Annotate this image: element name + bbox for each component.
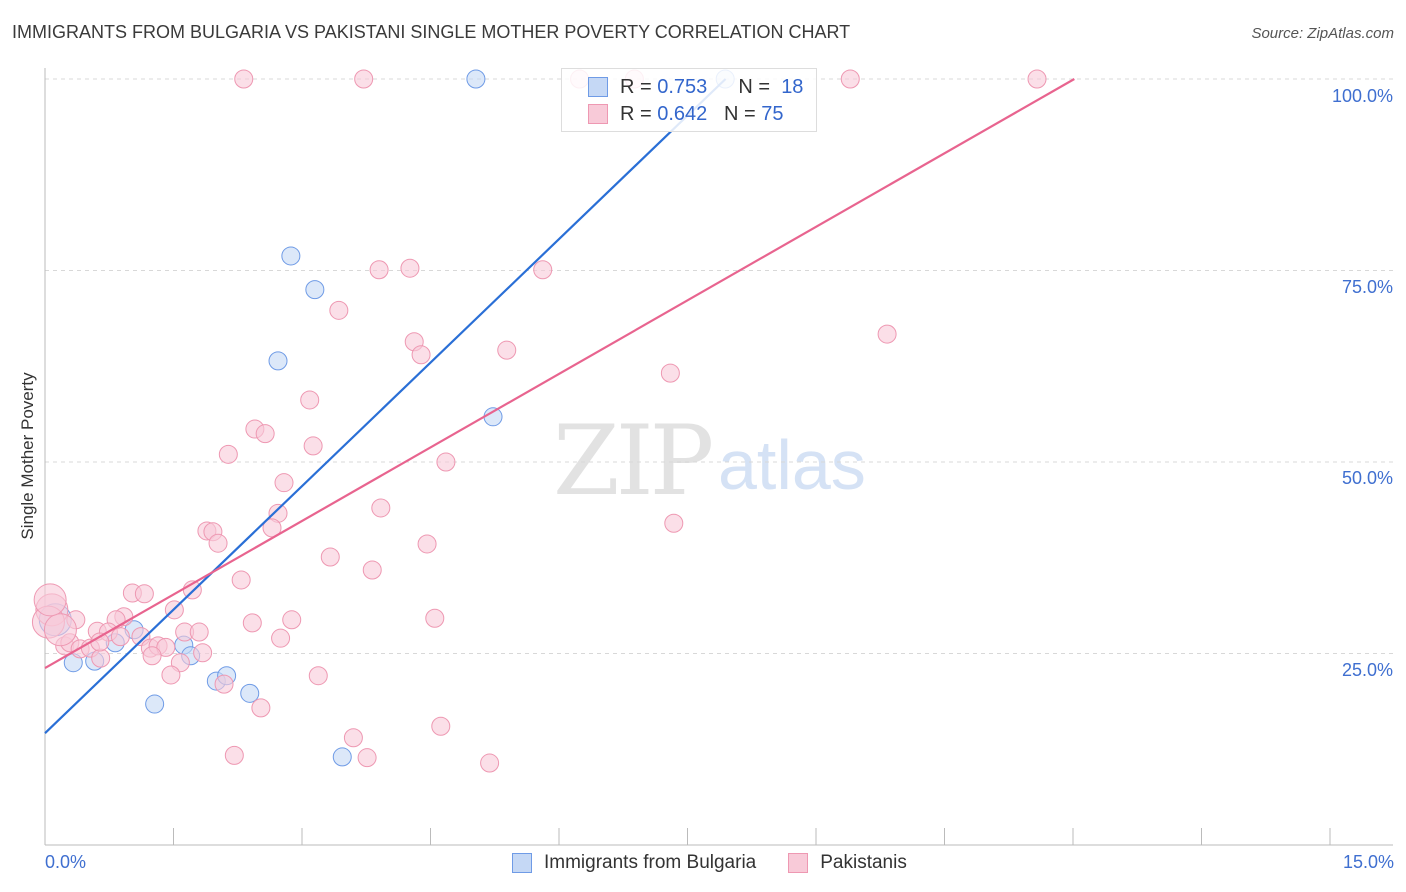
- n-value: 75: [761, 102, 784, 125]
- legend-label-bulgaria: Immigrants from Bulgaria: [544, 852, 757, 873]
- n-label: N =: [723, 102, 756, 125]
- bulgaria-trend-line: [44, 78, 727, 734]
- x-tick-label-max: 15.0%: [1342, 852, 1394, 872]
- pakistanis-point: [208, 533, 228, 553]
- pakistanis-point: [400, 258, 420, 278]
- pakistanis-point: [33, 583, 67, 617]
- bulgaria-point: [240, 683, 260, 703]
- pakistanis-point: [251, 698, 271, 718]
- pakistanis-point: [877, 324, 897, 344]
- pakistanis-point: [271, 628, 291, 648]
- pakistanis-point: [840, 69, 860, 89]
- pakistanis-point: [218, 444, 238, 464]
- pakistanis-point: [224, 745, 244, 765]
- pakistanis-point: [189, 622, 209, 642]
- pakistanis-point: [110, 627, 130, 647]
- pakistanis-point: [242, 613, 262, 633]
- watermark-logo-atlas: atlas: [718, 426, 866, 504]
- pakistanis-point: [255, 424, 275, 444]
- bulgaria-point: [305, 280, 325, 300]
- stats-legend: R = 0.753 N = 18 R = 0.642 N = 75: [561, 68, 817, 132]
- source-label: Source: ZipAtlas.com: [1251, 25, 1394, 42]
- pakistanis-point: [274, 473, 294, 493]
- pakistanis-point: [134, 584, 154, 604]
- y-tick-label-75: 75.0%: [1341, 277, 1393, 297]
- pakistanis-point: [308, 666, 328, 686]
- pakistanis-point: [411, 345, 431, 365]
- pakistanis-point: [1027, 69, 1047, 89]
- chart-title: IMMIGRANTS FROM BULGARIA VS PAKISTANI SI…: [12, 22, 851, 42]
- r-value: 0.753: [657, 75, 708, 98]
- bulgaria-point: [145, 694, 165, 714]
- r-label: R =: [620, 75, 652, 98]
- pakistanis-point: [142, 646, 162, 666]
- bulgaria-point: [281, 246, 301, 266]
- pink-swatch-icon: [788, 853, 809, 873]
- pakistanis-point: [371, 498, 391, 518]
- bulgaria-point: [332, 747, 352, 767]
- pakistanis-point: [43, 613, 77, 647]
- pakistanis-point: [431, 716, 451, 736]
- pakistanis-point: [362, 560, 382, 580]
- legend-row-bulgaria: R = 0.753 N = 18: [588, 74, 803, 100]
- pakistanis-trend-line: [44, 78, 1075, 670]
- bulgaria-point: [466, 69, 486, 89]
- pakistanis-point: [161, 665, 181, 685]
- blue-swatch-icon: [588, 77, 608, 97]
- pakistanis-point: [533, 260, 553, 280]
- pakistanis-point: [91, 648, 111, 668]
- pakistanis-point: [417, 534, 437, 554]
- legend-label-pakistanis: Pakistanis: [820, 852, 907, 873]
- pakistanis-point: [234, 69, 254, 89]
- y-tick-label-25: 25.0%: [1341, 660, 1393, 680]
- pakistanis-point: [436, 452, 456, 472]
- r-label: R =: [620, 102, 652, 125]
- pakistanis-point: [214, 674, 234, 694]
- pakistanis-point: [320, 547, 340, 567]
- pakistanis-point: [480, 753, 500, 773]
- n-value: 18: [781, 75, 804, 98]
- pakistanis-point: [329, 300, 349, 320]
- pakistanis-point: [156, 637, 176, 657]
- y-tick-label-50: 50.0%: [1341, 468, 1393, 488]
- legend-row-pakistanis: R = 0.642 N = 75: [588, 101, 783, 127]
- pakistanis-point: [343, 728, 363, 748]
- x-tick-label-min: 0.0%: [45, 852, 87, 872]
- pakistanis-point: [354, 69, 374, 89]
- pakistanis-point: [425, 608, 445, 628]
- r-value: 0.642: [657, 102, 708, 125]
- pakistanis-point: [660, 363, 680, 383]
- pakistanis-point: [497, 340, 517, 360]
- n-label: N =: [738, 75, 771, 98]
- bulgaria-point: [268, 351, 288, 371]
- pakistanis-point: [282, 610, 302, 630]
- pakistanis-point: [664, 513, 684, 533]
- pakistanis-point: [357, 748, 377, 768]
- series-legend: Immigrants from Bulgaria Pakistanis: [512, 852, 907, 874]
- pakistanis-point: [193, 643, 213, 663]
- pakistanis-point: [369, 260, 389, 280]
- blue-swatch-icon: [512, 853, 532, 873]
- pink-swatch-icon: [588, 104, 608, 124]
- pakistanis-point: [300, 390, 320, 410]
- pakistanis-point: [231, 570, 251, 590]
- watermark-logo: ZIP: [553, 405, 714, 517]
- pakistanis-point: [303, 436, 323, 456]
- y-tick-label-100: 100.0%: [1331, 86, 1393, 106]
